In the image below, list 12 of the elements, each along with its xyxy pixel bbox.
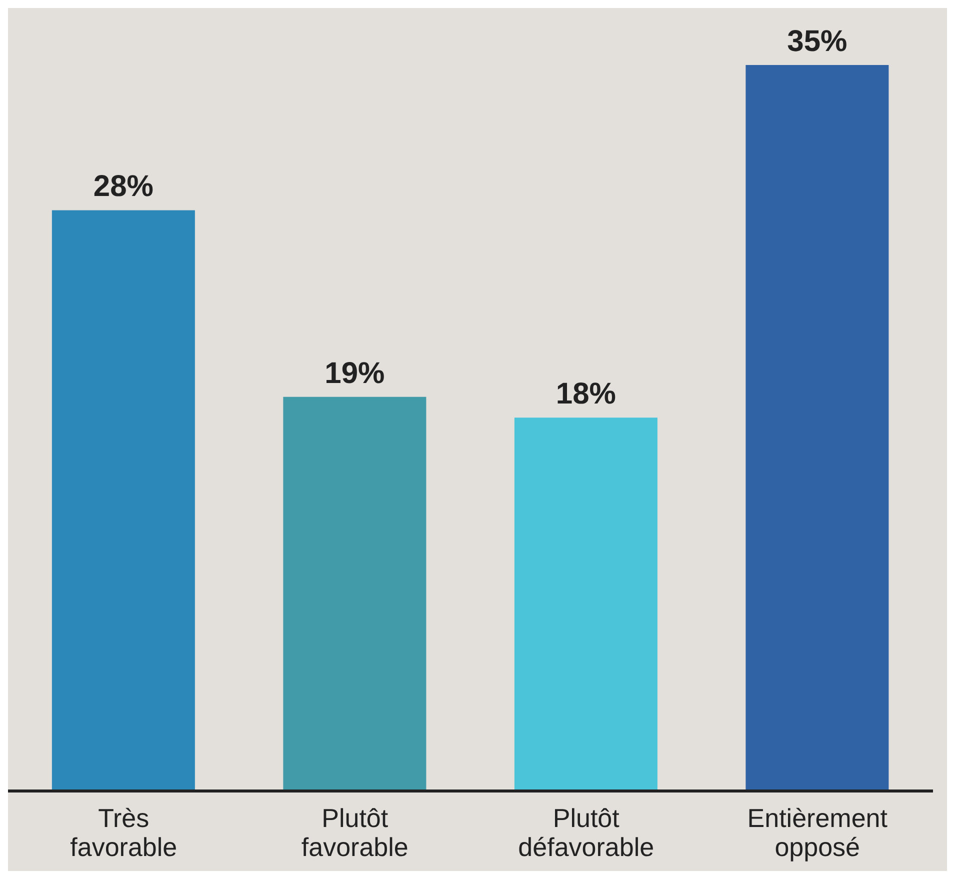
x-tick-label: Très favorable [70, 803, 178, 862]
x-tick-label: Plutôt défavorable [518, 803, 654, 862]
data-label: 35% [787, 25, 848, 58]
data-label: 28% [93, 170, 154, 204]
bar [514, 418, 658, 791]
x-tick-label: Plutôt favorable [301, 803, 408, 862]
bar [746, 65, 889, 791]
data-label: 19% [324, 356, 385, 390]
x-tick-label: Entièrement opposé [747, 803, 888, 862]
bar [283, 396, 426, 791]
bar [52, 210, 195, 791]
data-label: 18% [556, 378, 616, 411]
